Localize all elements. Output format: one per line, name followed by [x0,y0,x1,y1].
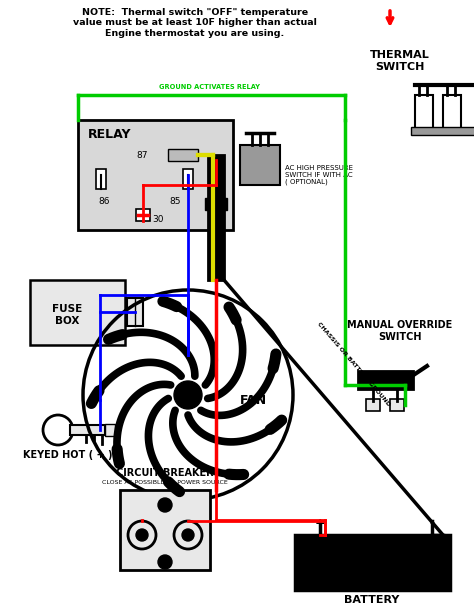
Bar [205,198,227,210]
Text: CHASSIS OR BATTERY GROUND: CHASSIS OR BATTERY GROUND [316,322,391,408]
Text: CIRCUIT BREAKER: CIRCUIT BREAKER [116,468,214,478]
Text: FAN: FAN [239,394,266,406]
Bar [136,209,150,221]
Bar [240,145,280,185]
Bar [358,371,413,389]
Circle shape [158,555,172,569]
Text: KEYED HOT ( + ): KEYED HOT ( + ) [23,450,113,460]
Bar [390,399,404,411]
Bar [183,169,193,189]
Text: BATTERY: BATTERY [344,595,400,605]
Bar [168,149,198,161]
Bar [443,95,461,130]
Text: NOTE:  Thermal switch "OFF" temperature
value must be at least 10F higher than a: NOTE: Thermal switch "OFF" temperature v… [73,8,317,38]
Text: +: + [315,517,325,530]
Bar [78,120,233,230]
Text: 85: 85 [170,197,181,206]
Bar [70,425,105,435]
Bar [127,298,143,326]
Bar [96,169,106,189]
Circle shape [158,498,172,512]
Text: AC HIGH PRESSURE
SWITCH IF WITH AC
( OPTIONAL): AC HIGH PRESSURE SWITCH IF WITH AC ( OPT… [285,165,353,185]
Circle shape [182,529,194,541]
Bar [105,424,115,436]
Text: 30: 30 [152,215,164,224]
Text: 87: 87 [137,151,148,159]
Bar [366,399,380,411]
Text: MANUAL OVERRIDE
SWITCH: MANUAL OVERRIDE SWITCH [347,320,453,341]
Text: GROUND ACTIVATES RELAY: GROUND ACTIVATES RELAY [159,84,261,90]
Bar [208,155,224,280]
Bar [295,535,450,590]
Bar [415,95,433,130]
Text: CLOSE AS POSSIBLE TO POWER SOURCE: CLOSE AS POSSIBLE TO POWER SOURCE [102,480,228,485]
Text: FUSE
BOX: FUSE BOX [52,304,82,326]
Circle shape [136,529,148,541]
Text: THERMAL
SWITCH: THERMAL SWITCH [370,50,430,72]
Bar [30,280,125,345]
Text: -: - [429,517,435,530]
Circle shape [174,381,202,409]
Text: RELAY: RELAY [88,128,131,141]
Bar [411,127,474,135]
Bar [120,490,210,570]
Text: 86: 86 [98,197,109,206]
